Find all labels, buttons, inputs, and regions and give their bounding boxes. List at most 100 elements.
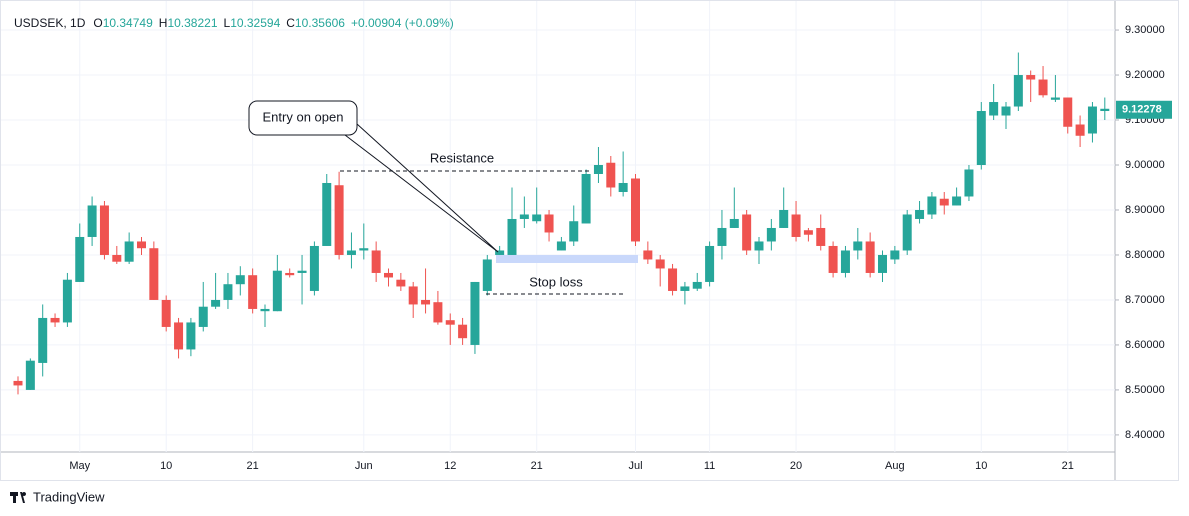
chart-frame bbox=[0, 0, 1179, 481]
candle-body bbox=[1013, 75, 1023, 107]
field-label: H bbox=[159, 16, 168, 30]
candle-body bbox=[260, 308, 270, 312]
y-tick-label: 8.60000 bbox=[1125, 339, 1165, 351]
field-label: L bbox=[224, 16, 231, 30]
candle-body bbox=[495, 250, 505, 255]
candle-body bbox=[50, 317, 60, 323]
candle-body bbox=[322, 182, 332, 246]
candle-body bbox=[211, 299, 221, 307]
candle-body bbox=[25, 360, 35, 390]
candle-body bbox=[902, 214, 912, 251]
candle-body bbox=[828, 245, 838, 273]
candle-body bbox=[717, 227, 727, 246]
candle-body bbox=[235, 275, 245, 285]
candle-body bbox=[285, 272, 295, 276]
last-price-label: 9.12278 bbox=[1122, 104, 1162, 116]
candle-body bbox=[75, 236, 85, 282]
x-tick-label: 10 bbox=[975, 460, 987, 472]
x-tick-label: 12 bbox=[444, 460, 456, 472]
candle-body bbox=[112, 254, 122, 262]
change: +0.00904 (+0.09%) bbox=[351, 16, 454, 30]
candle-body bbox=[606, 162, 616, 188]
stop-loss-label: Stop loss bbox=[529, 274, 583, 289]
candle-body bbox=[779, 209, 789, 228]
symbol: USDSEK, 1D bbox=[14, 16, 86, 30]
candle-body bbox=[124, 241, 134, 262]
candle-body bbox=[223, 284, 233, 300]
candle-body bbox=[186, 322, 196, 350]
candle-body bbox=[865, 241, 875, 273]
candle-body bbox=[137, 241, 146, 249]
candle-body bbox=[384, 272, 393, 278]
candle-body bbox=[964, 169, 974, 197]
resistance-label: Resistance bbox=[430, 150, 494, 165]
candle-body bbox=[1026, 75, 1036, 80]
candle-body bbox=[458, 324, 468, 339]
x-tick-label: 20 bbox=[790, 460, 802, 472]
y-tick-label: 8.70000 bbox=[1125, 294, 1165, 306]
candle-body bbox=[915, 209, 925, 219]
candle-body bbox=[766, 227, 776, 242]
candle-body bbox=[519, 214, 529, 219]
candle-body bbox=[445, 320, 455, 325]
candle-body bbox=[248, 275, 258, 309]
candle-body bbox=[680, 286, 690, 291]
candle-body bbox=[754, 241, 764, 251]
candle-body bbox=[643, 250, 653, 260]
x-tick-label: 10 bbox=[160, 460, 172, 472]
candle-body bbox=[668, 268, 678, 291]
callout-label: Entry on open bbox=[263, 109, 344, 124]
candle-body bbox=[878, 254, 887, 273]
y-tick-label: 8.90000 bbox=[1125, 204, 1165, 216]
field-value: 10.38221 bbox=[167, 16, 217, 30]
candle-body bbox=[62, 279, 72, 323]
field-value: 10.35606 bbox=[295, 16, 345, 30]
axes: 8.40000 8.50000 8.60000 8.70000 8.80000 8.900… bbox=[69, 24, 1172, 472]
x-tick-label: 11 bbox=[704, 460, 715, 472]
candle-body bbox=[581, 173, 591, 224]
candle-body bbox=[655, 259, 665, 269]
x-tick-label: May bbox=[69, 460, 90, 472]
candle-body bbox=[309, 245, 319, 291]
brand-name: TradingView bbox=[33, 489, 105, 504]
candle-body bbox=[272, 270, 282, 312]
y-tick-label: 8.50000 bbox=[1125, 384, 1165, 396]
candle-body bbox=[927, 196, 937, 215]
x-tick-label: Aug bbox=[885, 460, 905, 472]
candle-body bbox=[791, 214, 801, 237]
candle-body bbox=[705, 245, 715, 282]
candle-body bbox=[939, 198, 949, 206]
y-tick-label: 9.20000 bbox=[1125, 69, 1165, 81]
brand-logo: TradingView bbox=[10, 489, 105, 504]
candle-body bbox=[569, 221, 579, 242]
y-tick-label: 9.00000 bbox=[1125, 159, 1165, 171]
candle-body bbox=[1050, 97, 1060, 100]
entry-zone bbox=[496, 255, 638, 263]
candle-body bbox=[13, 380, 23, 386]
candle-body bbox=[729, 218, 739, 228]
candle-body bbox=[556, 241, 566, 251]
x-tick-label: Jun bbox=[355, 460, 373, 472]
candle-body bbox=[161, 299, 171, 327]
candle-body bbox=[853, 241, 863, 251]
candle-body bbox=[507, 218, 517, 255]
y-tick-label: 9.30000 bbox=[1125, 24, 1165, 36]
y-tick-label: 8.80000 bbox=[1125, 249, 1165, 261]
candle-body bbox=[396, 279, 406, 287]
candle-body bbox=[1063, 97, 1073, 127]
candle-body bbox=[1075, 124, 1085, 136]
callout-box bbox=[248, 100, 358, 136]
candle-body bbox=[408, 286, 418, 305]
candle-body bbox=[346, 250, 356, 255]
candle-body bbox=[421, 299, 431, 305]
candle-body bbox=[198, 306, 208, 327]
last-price-box bbox=[1116, 100, 1172, 119]
field-value: 10.32594 bbox=[230, 16, 280, 30]
field-label: C bbox=[286, 16, 295, 30]
candle-body bbox=[149, 248, 159, 300]
candle-body bbox=[174, 322, 184, 350]
candle-body bbox=[803, 230, 813, 235]
candle-body bbox=[618, 182, 628, 192]
x-tick-label: Jul bbox=[628, 460, 642, 472]
annotations: Resistance Stop loss Entry on open bbox=[248, 100, 638, 295]
